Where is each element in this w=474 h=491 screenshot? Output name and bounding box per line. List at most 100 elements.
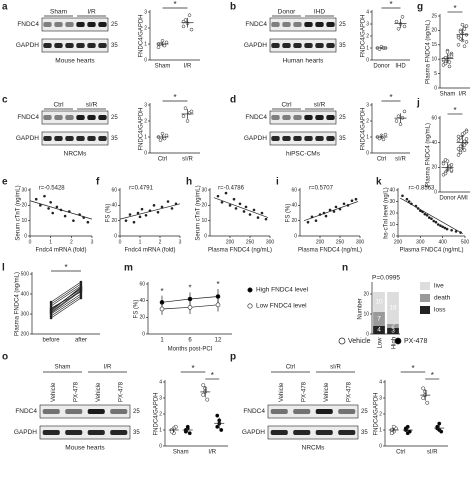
fit-line xyxy=(213,197,269,218)
marker-label: 25 xyxy=(339,115,346,121)
pair-line xyxy=(50,293,82,315)
blot-band xyxy=(76,22,85,27)
pair-line xyxy=(50,281,82,303)
point xyxy=(328,208,332,212)
y-tick-label: 200 xyxy=(21,331,30,337)
significance: * xyxy=(389,93,392,102)
y-tick-label: 1 xyxy=(366,45,369,51)
dot xyxy=(460,22,465,27)
dot xyxy=(421,386,426,391)
panel-letter: g xyxy=(417,2,423,13)
y-tick-label: 0 xyxy=(366,57,369,63)
blot-band xyxy=(43,115,52,120)
blot-band xyxy=(65,136,74,141)
blot-band xyxy=(87,136,96,141)
dot xyxy=(164,40,169,45)
y-tick-label: 20 xyxy=(389,210,395,216)
y-tick-label: 3 xyxy=(159,395,162,401)
blot-band xyxy=(326,43,335,48)
category-label: Sham xyxy=(155,64,171,70)
y-axis-label: FNDC4/GAPDH xyxy=(361,14,367,57)
panel-letter: k xyxy=(376,177,382,188)
point xyxy=(152,204,156,207)
blot-band xyxy=(293,409,311,414)
blot-band xyxy=(87,115,96,120)
blot-band xyxy=(65,22,74,27)
row-label: GAPDH xyxy=(16,42,39,49)
y-tick-label: 60 xyxy=(139,281,145,287)
legend-swatch xyxy=(420,306,430,314)
category-label: Ctrl xyxy=(158,157,167,163)
y-tick-label: 2 xyxy=(366,33,369,39)
dot xyxy=(201,392,206,397)
blot-band xyxy=(282,43,291,48)
y-tick-label: 1 xyxy=(159,427,162,433)
blot-band xyxy=(338,409,356,414)
point xyxy=(136,211,140,215)
point xyxy=(34,197,38,201)
marker-label: 25 xyxy=(111,115,118,121)
blot-band xyxy=(110,430,128,435)
fit-line xyxy=(29,200,93,220)
blot-band xyxy=(304,43,313,48)
dot xyxy=(456,43,461,47)
dot xyxy=(394,19,399,24)
point xyxy=(248,213,252,216)
y-tick-label: 2 xyxy=(144,25,147,31)
blot-band xyxy=(110,409,128,414)
annotation: r=-0.4786 xyxy=(218,186,245,192)
y-tick-label: 20 xyxy=(21,203,27,209)
y-tick-label: 0 xyxy=(366,150,369,156)
blot-band xyxy=(42,409,60,414)
y-tick-label: 4 xyxy=(159,379,162,385)
row-label: FNDC4 xyxy=(15,408,37,415)
lane-label: Vehicle xyxy=(96,382,102,402)
y-axis-label: Plasma FNDC4 (ng/mL) xyxy=(426,123,432,187)
point xyxy=(405,197,409,201)
category-label: 1 xyxy=(160,338,164,344)
lane-label: Vehicle xyxy=(51,382,57,402)
x-tick-label: 3 xyxy=(91,239,94,245)
point xyxy=(140,207,144,211)
y-tick-label: 0 xyxy=(114,233,117,239)
y-tick-label: 10 xyxy=(201,218,207,224)
bar-segment xyxy=(387,324,399,328)
blot-band xyxy=(54,43,63,48)
legend-marker xyxy=(394,337,402,345)
legend-label: live xyxy=(434,283,444,290)
marker xyxy=(215,294,221,299)
x-tick-label: 200 xyxy=(394,239,403,245)
bar-segment xyxy=(373,312,385,326)
lane-label: PX-478 xyxy=(301,381,307,402)
dot xyxy=(421,396,426,400)
annotation: r=0.5707 xyxy=(309,186,334,192)
blot-band xyxy=(65,115,74,120)
x-tick-label: 0 xyxy=(119,239,122,245)
category-label: Low xyxy=(378,337,384,349)
blot-caption: Mouse hearts xyxy=(65,445,105,452)
dot xyxy=(49,300,53,304)
blot-row xyxy=(269,17,337,32)
point xyxy=(454,230,458,233)
dot xyxy=(181,24,186,29)
panel-letter: c xyxy=(2,95,8,106)
dot xyxy=(462,44,467,48)
dot xyxy=(49,314,53,318)
y-tick-label: 2 xyxy=(379,411,382,417)
y-axis-label: FS (%) xyxy=(134,300,140,319)
point xyxy=(220,200,224,204)
dot xyxy=(449,54,454,59)
significance: * xyxy=(173,0,176,9)
fit-line xyxy=(119,203,181,220)
significance: * xyxy=(453,106,456,115)
significance: * xyxy=(191,364,194,373)
category-label: I/R xyxy=(459,92,467,98)
row-label: GAPDH xyxy=(242,429,265,436)
y-tick-label: 3 xyxy=(144,9,147,15)
y-tick-label: 3 xyxy=(366,21,369,27)
y-tick-label: 1 xyxy=(144,134,147,140)
y-axis-label: FNDC4/GAPDH xyxy=(139,107,145,150)
blot-band xyxy=(65,43,74,48)
point xyxy=(306,220,310,224)
point xyxy=(63,214,67,218)
